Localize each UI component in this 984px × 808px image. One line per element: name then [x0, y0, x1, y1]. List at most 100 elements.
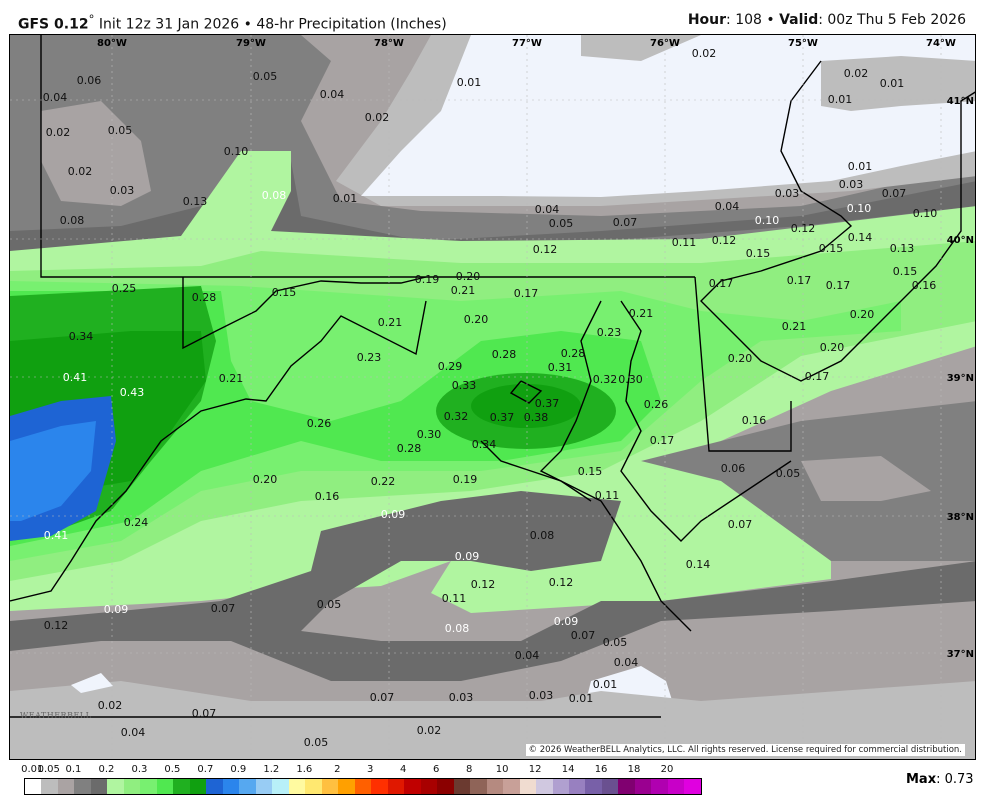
precip-value-label: 0.05 [108, 124, 133, 137]
colorbar-tick: 16 [594, 764, 608, 775]
precip-value-label: 0.12 [471, 578, 496, 591]
colorbar-swatch [486, 779, 504, 794]
colorbar-swatch [453, 779, 471, 794]
colorbar-ticks: 0.01 0.05 0.1 0.2 0.3 0.5 0.7 0.9 1.2 1.6 2 3 4 6 8 10 1… [21, 764, 700, 776]
longitude-label: 79°W [236, 38, 266, 49]
state-borders [10, 35, 975, 718]
precipitation-map[interactable]: 80°W 79°W 78°W 77°W 76°W 75°W 74°W 41°N 40°N 39°N… [9, 34, 976, 760]
precip-value-label: 0.15 [746, 247, 771, 260]
colorbar-swatch [305, 779, 322, 794]
colorbar-tick: 8 [465, 764, 473, 775]
nj-coast [700, 60, 975, 382]
precip-value-label: 0.32 [593, 373, 618, 386]
precip-value-label: 0.04 [320, 88, 345, 101]
precip-value-label: 0.43 [120, 386, 145, 399]
precip-value-label: 0.15 [272, 286, 297, 299]
colorbar-swatch [206, 779, 223, 794]
precip-value-label: 0.28 [397, 442, 422, 455]
precip-value-label: 0.20 [850, 308, 875, 321]
chesapeake-west [539, 300, 692, 632]
precip-value-label: 0.11 [595, 489, 620, 502]
precip-value-label: 0.07 [882, 187, 907, 200]
precip-value-label: 0.10 [224, 145, 249, 158]
precip-value-label: 0.13 [183, 195, 208, 208]
longitude-label: 77°W [512, 38, 542, 49]
precip-value-label: 0.06 [721, 462, 746, 475]
colorbar-tick: 3 [367, 764, 374, 775]
precip-value-label: 0.17 [514, 287, 539, 300]
precip-value-label: 0.17 [805, 370, 830, 383]
precip-value-label: 0.34 [472, 438, 497, 451]
precip-value-label: 0.02 [46, 126, 71, 139]
precip-value-label: 0.03 [449, 691, 474, 704]
precip-value-label: 0.07 [370, 691, 395, 704]
precip-value-label: 0.19 [453, 473, 478, 486]
valid-time: Hour: 108 • Valid: 00z Thu 5 Feb 2026 [688, 12, 966, 28]
precip-value-label: 0.04 [614, 656, 639, 669]
precip-value-label: 0.01 [848, 160, 873, 173]
precip-value-label: 0.07 [211, 602, 236, 615]
colorbar-tick: 20 [660, 764, 674, 775]
colorbar-swatch [90, 779, 108, 794]
precip-value-label: 0.19 [415, 273, 440, 286]
precip-value-label: 0.02 [98, 699, 123, 712]
colorbar-tick: 2 [334, 764, 341, 775]
precip-value-label: 0.22 [371, 475, 396, 488]
colorbar-swatch [568, 779, 586, 794]
colorbar-swatch [189, 779, 207, 794]
latitude-label: 39°N [947, 373, 974, 384]
latitude-label: 40°N [947, 235, 974, 246]
colorbar-swatch [618, 779, 635, 794]
latitude-label: 41°N [947, 96, 974, 107]
colorbar-swatch [684, 779, 701, 794]
precip-value-label: 0.12 [712, 234, 737, 247]
precip-value-label: 0.23 [357, 351, 382, 364]
colorbar-swatch [651, 779, 668, 794]
precip-value-label: 0.12 [549, 576, 574, 589]
precip-value-label: 0.03 [839, 178, 864, 191]
precip-value-label: 0.37 [490, 411, 515, 424]
shade-trace-nj [821, 56, 975, 111]
precip-value-label: 0.03 [775, 187, 800, 200]
colorbar-tick: 0.3 [131, 764, 148, 775]
precip-value-label: 0.10 [755, 214, 780, 227]
precip-value-label: 0.09 [455, 550, 480, 563]
colorbar-swatch [420, 779, 438, 794]
colorbar-tick: 0.2 [98, 764, 115, 775]
shade-blue-2 [10, 421, 96, 521]
precip-value-label: 0.01 [828, 93, 853, 106]
wv-va-border [10, 300, 427, 602]
precip-value-label: 0.41 [44, 529, 69, 542]
shade-green-dc-core [471, 384, 581, 428]
precip-value-label: 0.07 [613, 216, 638, 229]
precip-value-label: 0.03 [110, 184, 135, 197]
colorbar-swatch [222, 779, 240, 794]
precip-value-label: 0.17 [650, 434, 675, 447]
precip-value-label: 0.17 [787, 274, 812, 287]
precip-value-label: 0.20 [464, 313, 489, 326]
colorbar-swatch [173, 779, 190, 794]
colorbar-swatch [601, 779, 619, 794]
colorbar-swatch [140, 779, 157, 794]
map-canvas: 80°W 79°W 78°W 77°W 76°W 75°W 74°W 41°N 40°N 39°N… [10, 35, 975, 759]
shade-gray-va [10, 491, 975, 681]
precip-value-label: 0.21 [782, 320, 807, 333]
precip-value-label: 0.01 [569, 692, 594, 705]
de-border [694, 276, 792, 452]
colorbar-tick: 0.1 [65, 764, 82, 775]
precip-value-label: 0.15 [578, 465, 603, 478]
precip-value-label: 0.05 [304, 736, 329, 749]
precip-value-label: 0.30 [417, 428, 442, 441]
precip-value-label: 0.29 [438, 360, 463, 373]
pa-md-wv-border [182, 276, 427, 350]
precip-value-label: 0.17 [709, 277, 734, 290]
precip-value-label: 0.30 [618, 373, 643, 386]
precip-value-label: 0.13 [890, 242, 915, 255]
colorbar-swatch [634, 779, 652, 794]
colorbar-swatch [57, 779, 75, 794]
max-number: : 0.73 [936, 772, 974, 787]
precip-value-label: 0.12 [44, 619, 69, 632]
precip-value-label: 0.25 [112, 282, 137, 295]
precip-value-label: 0.02 [365, 111, 390, 124]
precip-value-label: 0.20 [820, 341, 845, 354]
